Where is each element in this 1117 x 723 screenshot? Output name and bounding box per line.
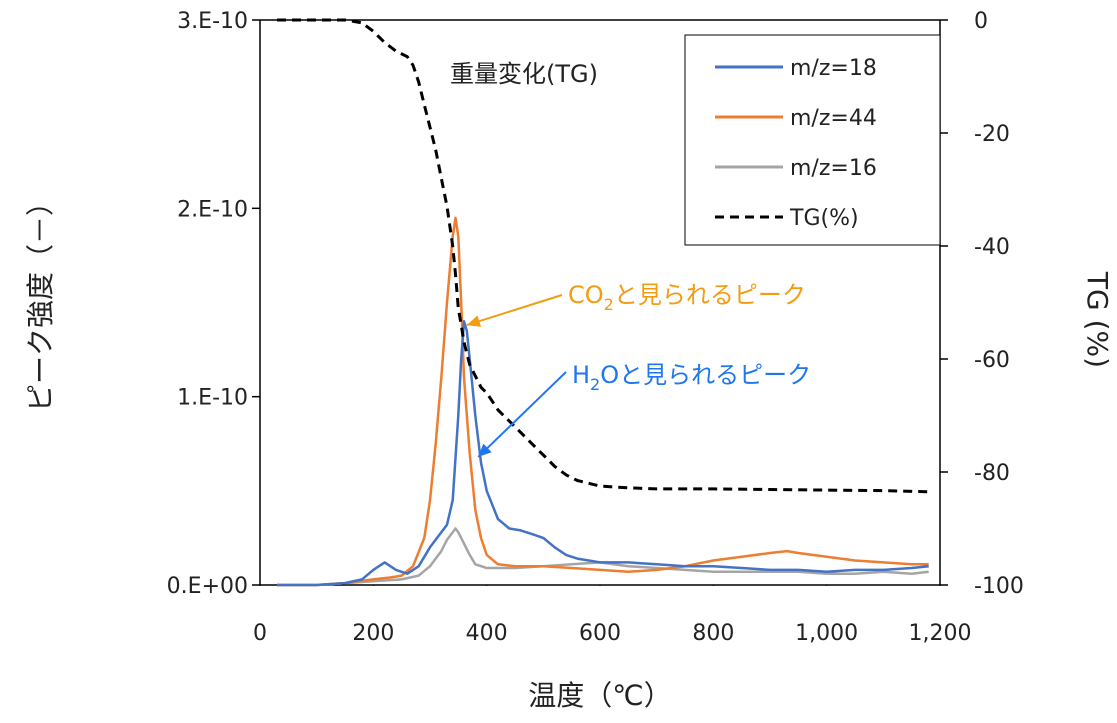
- co2-label: CO2と見られるピーク: [568, 281, 806, 314]
- co2-annotation: CO2と見られるピーク: [466, 281, 806, 327]
- y-right-tick-label: -20: [974, 122, 1010, 147]
- left-axis-title: ピーク強度（－）: [24, 188, 57, 412]
- y-left-tick-label: 0.E+00: [167, 574, 248, 599]
- co2-arrow-head: [466, 315, 482, 327]
- series-line-tg-: [277, 18, 929, 494]
- x-tick-label: 600: [579, 621, 621, 646]
- legend-label: m/z=18: [790, 56, 877, 81]
- legend-label: m/z=44: [790, 106, 877, 131]
- right-axis-title: TG (%): [1081, 271, 1114, 368]
- series-line-m-z-44: [277, 216, 929, 587]
- legend: m/z=18 m/z=44 m/z=16 TG(%): [684, 34, 941, 246]
- x-axis-title: 温度（℃）: [528, 679, 671, 712]
- series-layer: [277, 18, 929, 587]
- h2o-arrow-line: [477, 371, 567, 458]
- x-tick-label: 200: [352, 621, 394, 646]
- ticks: 0 200 400 600 800 1,000 1,200 0.E+00 1.E-10 2.E-1…: [167, 9, 1024, 646]
- x-tick-label: 800: [692, 621, 734, 646]
- series-line-m-z-16: [277, 527, 929, 587]
- x-tick-label: 400: [466, 621, 508, 646]
- y-left-tick-label: 2.E-10: [177, 197, 248, 222]
- co2-arrow-line: [466, 294, 563, 327]
- h2o-arrow-head: [478, 443, 492, 457]
- x-tick-label: 0: [253, 621, 267, 646]
- legend-label: m/z=16: [790, 156, 877, 181]
- h2o-annotation: H2Oと見られるピーク: [477, 361, 811, 458]
- y-right-tick-label: -80: [974, 461, 1010, 486]
- h2o-label: H2Oと見られるピーク: [572, 361, 811, 394]
- y-right-tick-label: -100: [974, 574, 1024, 599]
- y-right-tick-label: 0: [974, 9, 988, 34]
- y-left-tick-label: 1.E-10: [177, 386, 248, 411]
- y-right-tick-label: -40: [974, 235, 1010, 260]
- legend-box: [684, 34, 941, 246]
- legend-label: TG(%): [789, 206, 859, 231]
- x-tick-label: 1,200: [909, 621, 972, 646]
- y-right-tick-label: -60: [974, 348, 1010, 373]
- tg-annotation: 重量変化(TG): [450, 60, 598, 88]
- series-line-m-z-18: [277, 320, 929, 587]
- x-tick-label: 1,000: [795, 621, 858, 646]
- y-left-tick-label: 3.E-10: [177, 9, 248, 34]
